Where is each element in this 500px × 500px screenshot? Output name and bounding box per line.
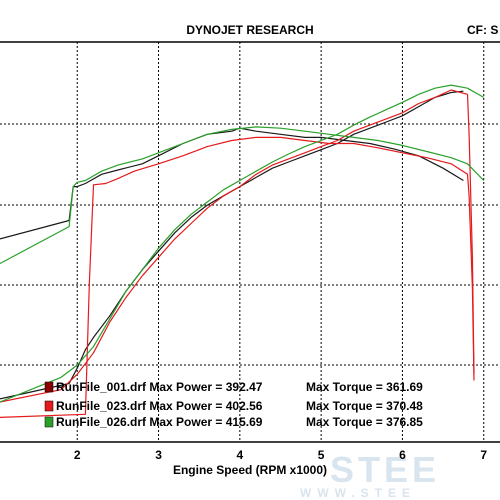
x-tick-label: 4: [236, 448, 243, 462]
legend-max-torque-run-001: 361.69: [386, 380, 423, 394]
legend-marker-run-026: [44, 416, 54, 428]
legend-max-torque-label-run-023: Max Torque =: [306, 399, 386, 413]
runfile-026-torque-line: [0, 126, 485, 265]
legend-text-run-023: RunFile_023.drf Max Power = 402.56: [56, 399, 263, 413]
chart-title: DYNOJET RESEARCH: [186, 23, 313, 37]
runfile-001-torque-line: [0, 127, 464, 240]
runfile-026-power-line: [0, 84, 484, 403]
x-tick-label: 6: [399, 448, 406, 462]
grid-layer: [0, 42, 500, 442]
x-tick-label: 7: [480, 448, 487, 462]
legend-torque-run-026: Max Torque = 376.85: [306, 415, 423, 429]
legend-max-power-run-026: 415.69: [226, 415, 263, 429]
plot-area: [0, 42, 500, 442]
legend-max-torque-label-run-001: Max Torque =: [306, 380, 386, 394]
x-axis-label: Engine Speed (RPM x1000): [173, 463, 327, 477]
runfile-023-torque-line: [0, 136, 475, 418]
correction-factor-label: CF: S: [467, 23, 498, 37]
legend-torque-run-023: Max Torque = 370.48: [306, 399, 423, 413]
legend-name-run-026: RunFile_026.drf: [56, 415, 147, 429]
legend-max-power-label-run-026: Max Power =: [149, 415, 225, 429]
watermark-logo: STEE: [330, 449, 440, 490]
legend-max-power-label-run-023: Max Power =: [149, 399, 225, 413]
legend-torque-run-001: Max Torque = 361.69: [306, 380, 423, 394]
runfile-023-power-line: [0, 89, 475, 403]
x-axis-ticks: 2 3 4 5 6 7: [74, 448, 488, 462]
series-layer: [0, 84, 485, 418]
legend-marker-run-001: [44, 381, 54, 393]
legend-text-run-026: RunFile_026.drf Max Power = 415.69: [56, 415, 263, 429]
x-tick-label: 5: [318, 448, 325, 462]
legend-text-run-001: RunFile_001.drf Max Power = 392.47: [56, 380, 263, 394]
legend-max-power-run-001: 392.47: [226, 380, 263, 394]
x-tick-label: 2: [74, 448, 81, 462]
legend-max-torque-run-023: 370.48: [386, 399, 423, 413]
watermark-url: WWW.STEE: [300, 486, 416, 500]
legend-max-power-label-run-001: Max Power =: [149, 380, 225, 394]
legend-max-torque-run-026: 376.85: [386, 415, 423, 429]
x-tick-label: 3: [155, 448, 162, 462]
legend-max-power-run-023: 402.56: [226, 399, 263, 413]
legend-marker-run-023: [44, 400, 54, 412]
legend-name-run-001: RunFile_001.drf: [56, 380, 147, 394]
legend: RunFile_001.drf Max Power = 392.47 Max T…: [44, 380, 423, 429]
legend-name-run-023: RunFile_023.drf: [56, 399, 147, 413]
runfile-001-power-line: [0, 90, 464, 400]
legend-max-torque-label-run-026: Max Torque =: [306, 415, 386, 429]
